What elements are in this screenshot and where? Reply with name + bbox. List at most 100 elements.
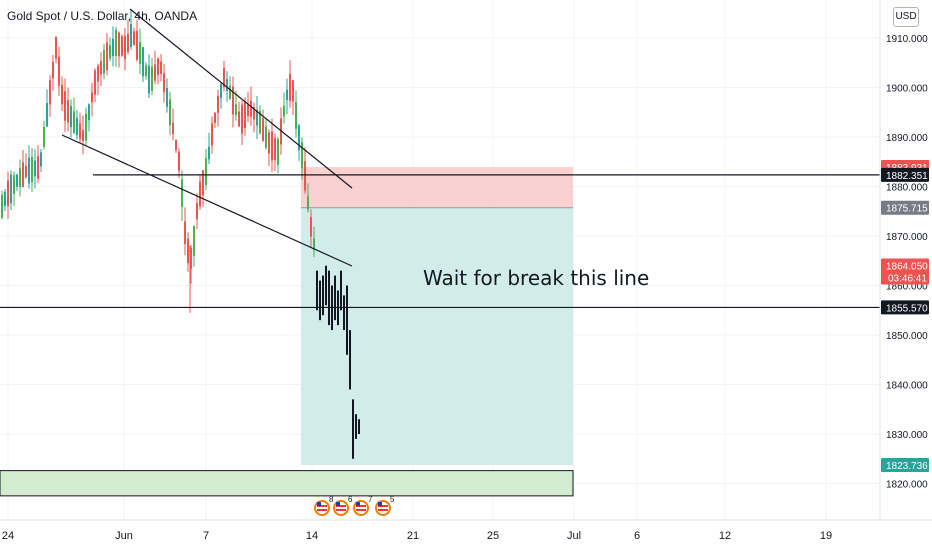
y-tick-label: 1890.000 bbox=[886, 133, 928, 144]
candle-body bbox=[97, 65, 99, 82]
candle-body bbox=[313, 238, 315, 250]
lower-trend-line bbox=[61, 134, 353, 267]
candle-body bbox=[241, 104, 243, 134]
candle-body bbox=[100, 61, 102, 75]
candle-body bbox=[154, 64, 156, 81]
candle-body bbox=[178, 151, 180, 171]
event-count: 5 bbox=[390, 495, 395, 504]
candle-body bbox=[187, 238, 189, 264]
event-marker[interactable]: 6 bbox=[333, 495, 353, 516]
candle-body bbox=[127, 33, 129, 52]
candle-body bbox=[268, 132, 270, 154]
candle-body bbox=[163, 73, 165, 92]
flag-stripe bbox=[336, 505, 346, 507]
candle-body bbox=[277, 138, 279, 165]
candle-body bbox=[61, 84, 63, 105]
candle-body bbox=[91, 92, 93, 103]
x-tick-label: Jul bbox=[567, 530, 581, 542]
flag-stripe bbox=[356, 505, 366, 507]
candle-body bbox=[175, 139, 177, 150]
candle-body bbox=[25, 166, 27, 178]
candle-body bbox=[292, 80, 294, 102]
upper-trend-line bbox=[129, 8, 353, 189]
x-tick-label: 7 bbox=[203, 530, 209, 542]
candle-body bbox=[94, 70, 96, 95]
candle-body bbox=[235, 104, 237, 116]
y-tick-label: 1840.000 bbox=[886, 381, 928, 392]
event-marker[interactable]: 8 bbox=[314, 495, 334, 516]
event-marker[interactable]: 5 bbox=[375, 495, 395, 516]
flag-stripe bbox=[336, 509, 346, 511]
candle-body bbox=[4, 191, 6, 207]
candle-body bbox=[40, 152, 42, 167]
flag-stripe bbox=[378, 509, 388, 511]
candle-body bbox=[184, 221, 186, 244]
price-label: 1875.715 bbox=[886, 204, 928, 215]
candle-body bbox=[169, 99, 171, 126]
flag-canton bbox=[336, 502, 340, 506]
event-count: 6 bbox=[348, 495, 353, 504]
candle-body bbox=[253, 107, 255, 120]
currency-button[interactable]: USD bbox=[893, 7, 919, 27]
y-tick-label: 1880.000 bbox=[886, 183, 928, 194]
candle-body bbox=[244, 101, 246, 128]
candle-body bbox=[115, 30, 117, 56]
candle-body bbox=[70, 106, 72, 128]
event-count: 7 bbox=[368, 495, 373, 504]
candle-body bbox=[112, 38, 114, 57]
candle-body bbox=[166, 87, 168, 107]
candle-body bbox=[76, 118, 78, 136]
candle-body bbox=[262, 118, 264, 141]
trade-zones bbox=[0, 167, 574, 497]
candle-body bbox=[136, 30, 138, 60]
x-tick-label: 24 bbox=[2, 530, 14, 542]
candle-body bbox=[145, 65, 147, 77]
flag-canton bbox=[356, 502, 360, 506]
candle-body bbox=[274, 137, 276, 160]
y-tick-label: 1870.000 bbox=[886, 232, 928, 243]
candle-body bbox=[67, 100, 69, 123]
flag-stripe bbox=[378, 505, 388, 507]
price-label-bg bbox=[881, 458, 929, 473]
candle-body bbox=[82, 130, 84, 141]
candle-body bbox=[49, 80, 51, 105]
candle-body bbox=[217, 95, 219, 113]
candle-body bbox=[10, 174, 12, 204]
price-axis[interactable]: 1910.000 1900.000 1890.000 1880.000 1870.000… bbox=[879, 0, 932, 550]
time-axis[interactable]: 24 Jun 7 14 21 25 Jul 6 12 19 bbox=[0, 519, 932, 542]
take-profit-zone bbox=[301, 207, 573, 466]
candle-body bbox=[64, 91, 66, 121]
candle-body bbox=[181, 179, 183, 207]
candle-body bbox=[205, 158, 207, 185]
candle-body bbox=[271, 131, 273, 161]
x-tick-label: 6 bbox=[634, 530, 640, 542]
candle-body bbox=[37, 156, 39, 179]
candle-body bbox=[88, 104, 90, 121]
candle-body bbox=[124, 35, 126, 60]
candle-body bbox=[214, 112, 216, 123]
candle-body bbox=[283, 105, 285, 117]
y-tick-label: 1910.000 bbox=[886, 34, 928, 45]
candle-body bbox=[139, 42, 141, 64]
candle-body bbox=[142, 47, 144, 77]
x-tick-label: 19 bbox=[820, 530, 832, 542]
candle-body bbox=[304, 161, 306, 191]
candle-body bbox=[196, 203, 198, 220]
trend-lines bbox=[0, 8, 880, 309]
candle-body bbox=[34, 160, 36, 177]
candle-body bbox=[172, 122, 174, 135]
candle-body bbox=[247, 104, 249, 116]
candle-body bbox=[22, 162, 24, 187]
y-tick-label: 1830.000 bbox=[886, 430, 928, 441]
price-label: 1882.351 bbox=[886, 171, 928, 182]
candle-body bbox=[259, 110, 261, 134]
candle-body bbox=[148, 65, 150, 94]
price-label: 1855.570 bbox=[886, 303, 928, 314]
candle-body bbox=[289, 74, 291, 101]
flag-canton bbox=[317, 502, 321, 506]
event-markers[interactable]: 8 6 7 5 bbox=[314, 495, 395, 516]
candle-body bbox=[1, 194, 3, 218]
candle-body bbox=[202, 170, 204, 196]
event-marker[interactable]: 7 bbox=[353, 495, 373, 516]
